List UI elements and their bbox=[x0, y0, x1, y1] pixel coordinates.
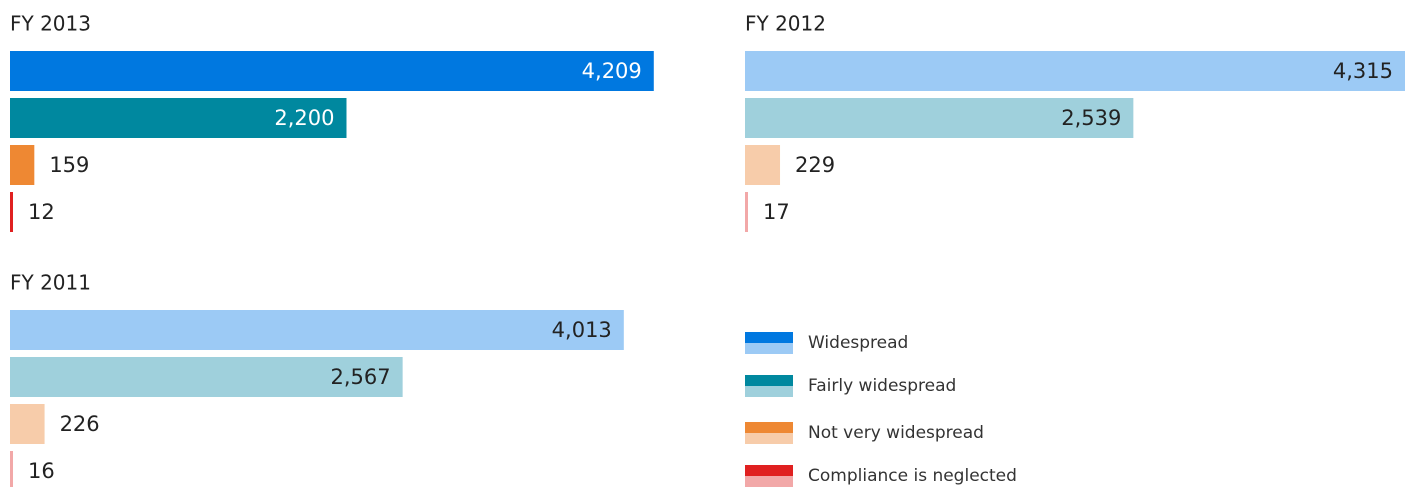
legend-swatch bbox=[745, 465, 793, 476]
bar bbox=[745, 192, 748, 232]
legend-label: Fairly widespread bbox=[808, 376, 956, 396]
value-label: 4,209 bbox=[582, 59, 642, 83]
value-label: 4,315 bbox=[1333, 59, 1393, 83]
legend-swatch bbox=[745, 386, 793, 397]
legend-swatch bbox=[745, 433, 793, 444]
value-label: 2,567 bbox=[331, 365, 391, 389]
bar bbox=[745, 98, 1134, 138]
value-label: 2,539 bbox=[1061, 106, 1121, 130]
bar bbox=[10, 145, 35, 185]
bar bbox=[10, 98, 347, 138]
legend-swatch bbox=[745, 375, 793, 386]
legend-label: Widespread bbox=[808, 333, 908, 353]
value-label: 12 bbox=[28, 200, 55, 224]
chart-title: FY 2013 bbox=[10, 12, 91, 36]
chart-title: FY 2011 bbox=[10, 271, 91, 295]
legend-swatch bbox=[745, 476, 793, 487]
bar bbox=[10, 404, 45, 444]
value-label: 229 bbox=[795, 153, 835, 177]
value-label: 17 bbox=[763, 200, 790, 224]
value-label: 16 bbox=[28, 459, 55, 483]
legend-label: Not very widespread bbox=[808, 423, 984, 443]
value-label: 226 bbox=[60, 412, 100, 436]
chart-title: FY 2012 bbox=[745, 12, 826, 36]
bar bbox=[745, 145, 781, 185]
value-label: 4,013 bbox=[552, 318, 612, 342]
legend-swatch bbox=[745, 332, 793, 343]
legend-swatch bbox=[745, 343, 793, 354]
value-label: 159 bbox=[49, 153, 89, 177]
legend-label: Compliance is neglected bbox=[808, 466, 1017, 486]
value-label: 2,200 bbox=[274, 106, 334, 130]
bar bbox=[10, 192, 13, 232]
bar bbox=[745, 51, 1405, 91]
bar bbox=[10, 357, 403, 397]
legend-swatch bbox=[745, 422, 793, 433]
bar bbox=[10, 451, 13, 487]
bar bbox=[10, 310, 624, 350]
bar bbox=[10, 51, 654, 91]
